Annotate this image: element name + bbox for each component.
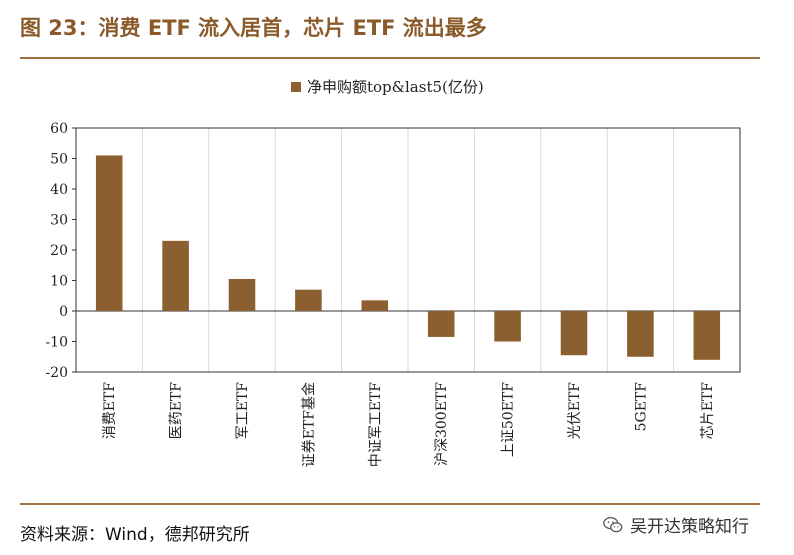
x-tick-label: 证券ETF基金 [300, 382, 317, 467]
bar [560, 311, 588, 356]
bar-chart: 净申购额top&last5(亿份) -20 -10 0 10 20 30 40 50 60 消费ET… [45, 78, 741, 468]
y-tick-label: 50 [50, 152, 68, 168]
y-tick-label: 30 [50, 213, 68, 229]
legend-swatch [291, 82, 301, 92]
bar [361, 300, 389, 311]
y-tick-label: 40 [50, 182, 68, 198]
bar [627, 311, 654, 357]
bar [494, 311, 521, 342]
x-tick-label: 中证军工ETF [368, 382, 384, 468]
x-tick-label: 芯片ETF [700, 382, 716, 440]
x-tick-label: 医药ETF [169, 382, 185, 440]
bar [95, 155, 123, 311]
x-tick-label: 5GETF [633, 382, 649, 432]
y-tick-label: 0 [59, 304, 68, 320]
y-tick-label: -20 [45, 365, 68, 381]
bar [162, 240, 189, 311]
figure-title: 图 23：消费 ETF 流入居首，芯片 ETF 流出最多 [20, 16, 487, 40]
x-tick-label: 军工ETF [235, 382, 251, 440]
footer-divider [20, 503, 760, 505]
x-tick-label: 光伏ETF [567, 382, 583, 440]
source-note: 资料来源：Wind，德邦研究所 [20, 525, 250, 545]
watermark: 吴开达策略知行 [602, 512, 749, 537]
x-tick-label: 沪深300ETF [434, 382, 450, 466]
legend-label: 净申购额top&last5(亿份) [307, 78, 484, 96]
wechat-icon [603, 516, 623, 532]
y-tick-label: 20 [50, 243, 68, 259]
bar [693, 311, 721, 360]
bar [427, 311, 455, 337]
bar [228, 278, 256, 311]
y-tick-label: 60 [50, 121, 68, 137]
title-divider [20, 57, 760, 59]
x-tick-label: 消费ETF [102, 382, 118, 440]
y-tick-label: -10 [45, 335, 68, 351]
x-tick-label: 上证50ETF [501, 382, 517, 457]
bar [295, 289, 322, 311]
watermark-text: 吴开达策略知行 [630, 517, 749, 537]
y-tick-label: 10 [50, 274, 68, 290]
